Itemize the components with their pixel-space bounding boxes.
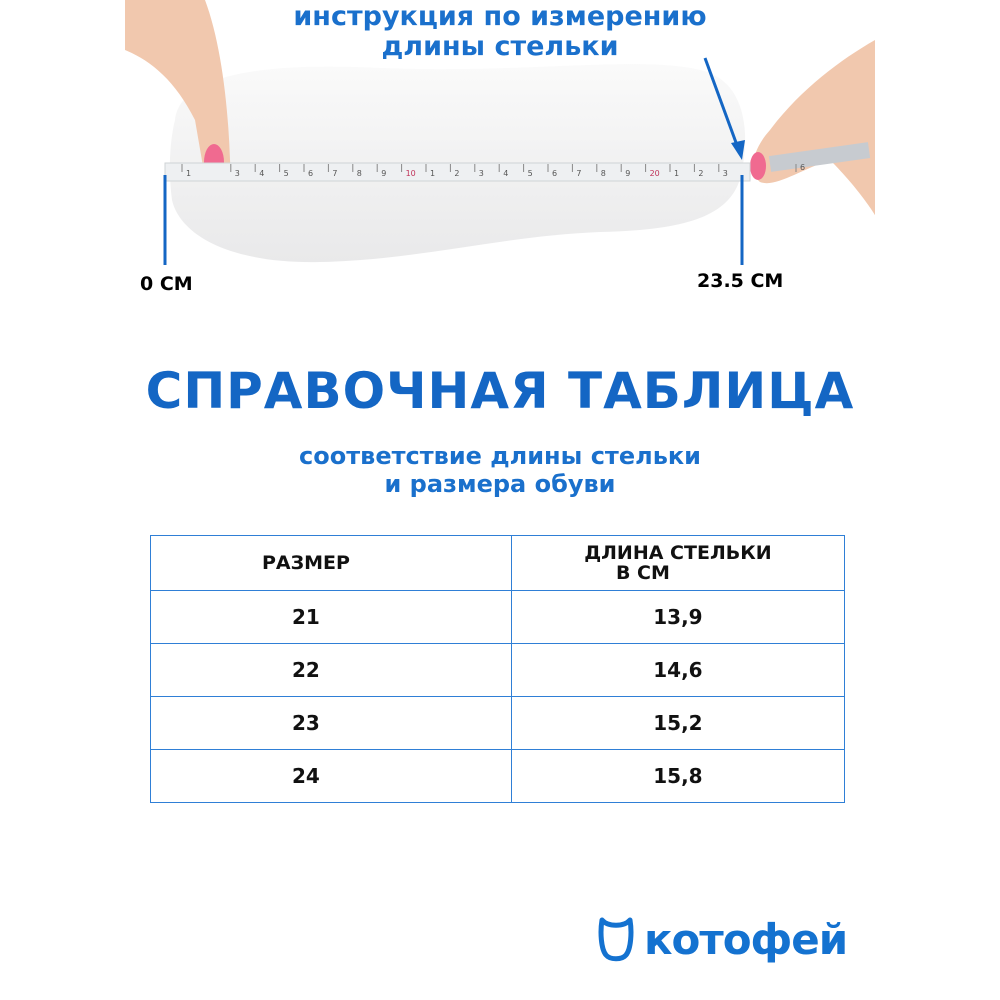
header-length-line-2: В СМ — [615, 562, 670, 584]
tape-number: 1 — [186, 169, 191, 178]
tape-number: 4 — [259, 169, 264, 178]
header-size: РАЗМЕР — [150, 535, 512, 591]
tape-number: 9 — [381, 169, 386, 178]
tape-number: 5 — [284, 169, 289, 178]
measuring-tape — [164, 162, 751, 182]
length-cell: 14,6 — [510, 643, 846, 697]
tape-number: 6 — [552, 169, 557, 178]
brand-logo: котофей — [598, 915, 848, 964]
tape-number: 9 — [625, 169, 630, 178]
cat-head-logo-icon — [598, 917, 634, 961]
tape-number: 4 — [503, 169, 508, 178]
length-cell: 15,8 — [510, 749, 846, 803]
start-label: 0 СМ — [140, 273, 193, 295]
tape-ticks: 1 3 4 5 6 7 8 9 10 1 2 3 4 5 6 7 8 9 20 1 2 3 6 — [181, 163, 805, 178]
subtitle: соответствие длины стельки и размера обу… — [200, 442, 800, 498]
instruction-heading: инструкция по измерению длины стельки — [200, 2, 800, 62]
left-hand — [125, 0, 231, 180]
subtitle-line-1: соответствие длины стельки — [299, 442, 701, 470]
table-row: 24 15,8 — [150, 749, 846, 803]
length-cell: 13,9 — [510, 590, 846, 644]
length-cell: 15,2 — [510, 696, 846, 750]
brand-name: котофей — [644, 915, 848, 964]
insole-measurement-illustration: 1 3 4 5 6 7 8 9 10 1 2 3 4 5 6 7 8 9 20 1 2 3 6 0 СМ 23.5 СМ — [125, 0, 875, 295]
measuring-tape-end — [768, 142, 871, 172]
header-length-line-1: ДЛИНА СТЕЛЬКИ — [584, 542, 772, 564]
tape-number: 10 — [406, 169, 416, 178]
table-row: 22 14,6 — [150, 643, 846, 697]
header-length: ДЛИНА СТЕЛЬКИ В СМ — [510, 535, 846, 591]
tape-number: 5 — [528, 169, 533, 178]
size-cell: 23 — [150, 696, 512, 750]
tape-number: 1 — [674, 169, 679, 178]
arrow-head-icon — [731, 140, 745, 160]
right-fingernail — [750, 152, 766, 180]
tape-number: 7 — [576, 169, 581, 178]
page-title: СПРАВОЧНАЯ ТАБЛИЦА — [145, 362, 855, 420]
size-cell: 22 — [150, 643, 512, 697]
size-table: РАЗМЕР ДЛИНА СТЕЛЬКИ В СМ 21 13,9 22 14,6 … — [150, 535, 846, 803]
tape-number: 20 — [650, 169, 660, 178]
instruction-line-2: длины стельки — [381, 31, 619, 62]
size-cell: 21 — [150, 590, 512, 644]
subtitle-line-2: и размера обуви — [384, 470, 616, 498]
end-label: 23.5 СМ — [697, 270, 783, 292]
table-row: 23 15,2 — [150, 696, 846, 750]
arrow-icon — [703, 57, 740, 149]
tape-number: 2 — [698, 169, 703, 178]
tape-number: 6 — [800, 163, 805, 172]
tape-number: 8 — [357, 169, 362, 178]
tape-number: 8 — [601, 169, 606, 178]
tape-number: 3 — [479, 169, 484, 178]
table-row: 21 13,9 — [150, 590, 846, 644]
tape-number: 7 — [332, 169, 337, 178]
right-hand — [753, 40, 875, 215]
tape-number: 2 — [454, 169, 459, 178]
tape-number: 3 — [235, 169, 240, 178]
tape-number: 3 — [723, 169, 728, 178]
size-cell: 24 — [150, 749, 512, 803]
instruction-line-1: инструкция по измерению — [293, 1, 707, 32]
tape-number: 1 — [430, 169, 435, 178]
tape-number: 6 — [308, 169, 313, 178]
table-header-row: РАЗМЕР ДЛИНА СТЕЛЬКИ В СМ — [150, 535, 846, 591]
